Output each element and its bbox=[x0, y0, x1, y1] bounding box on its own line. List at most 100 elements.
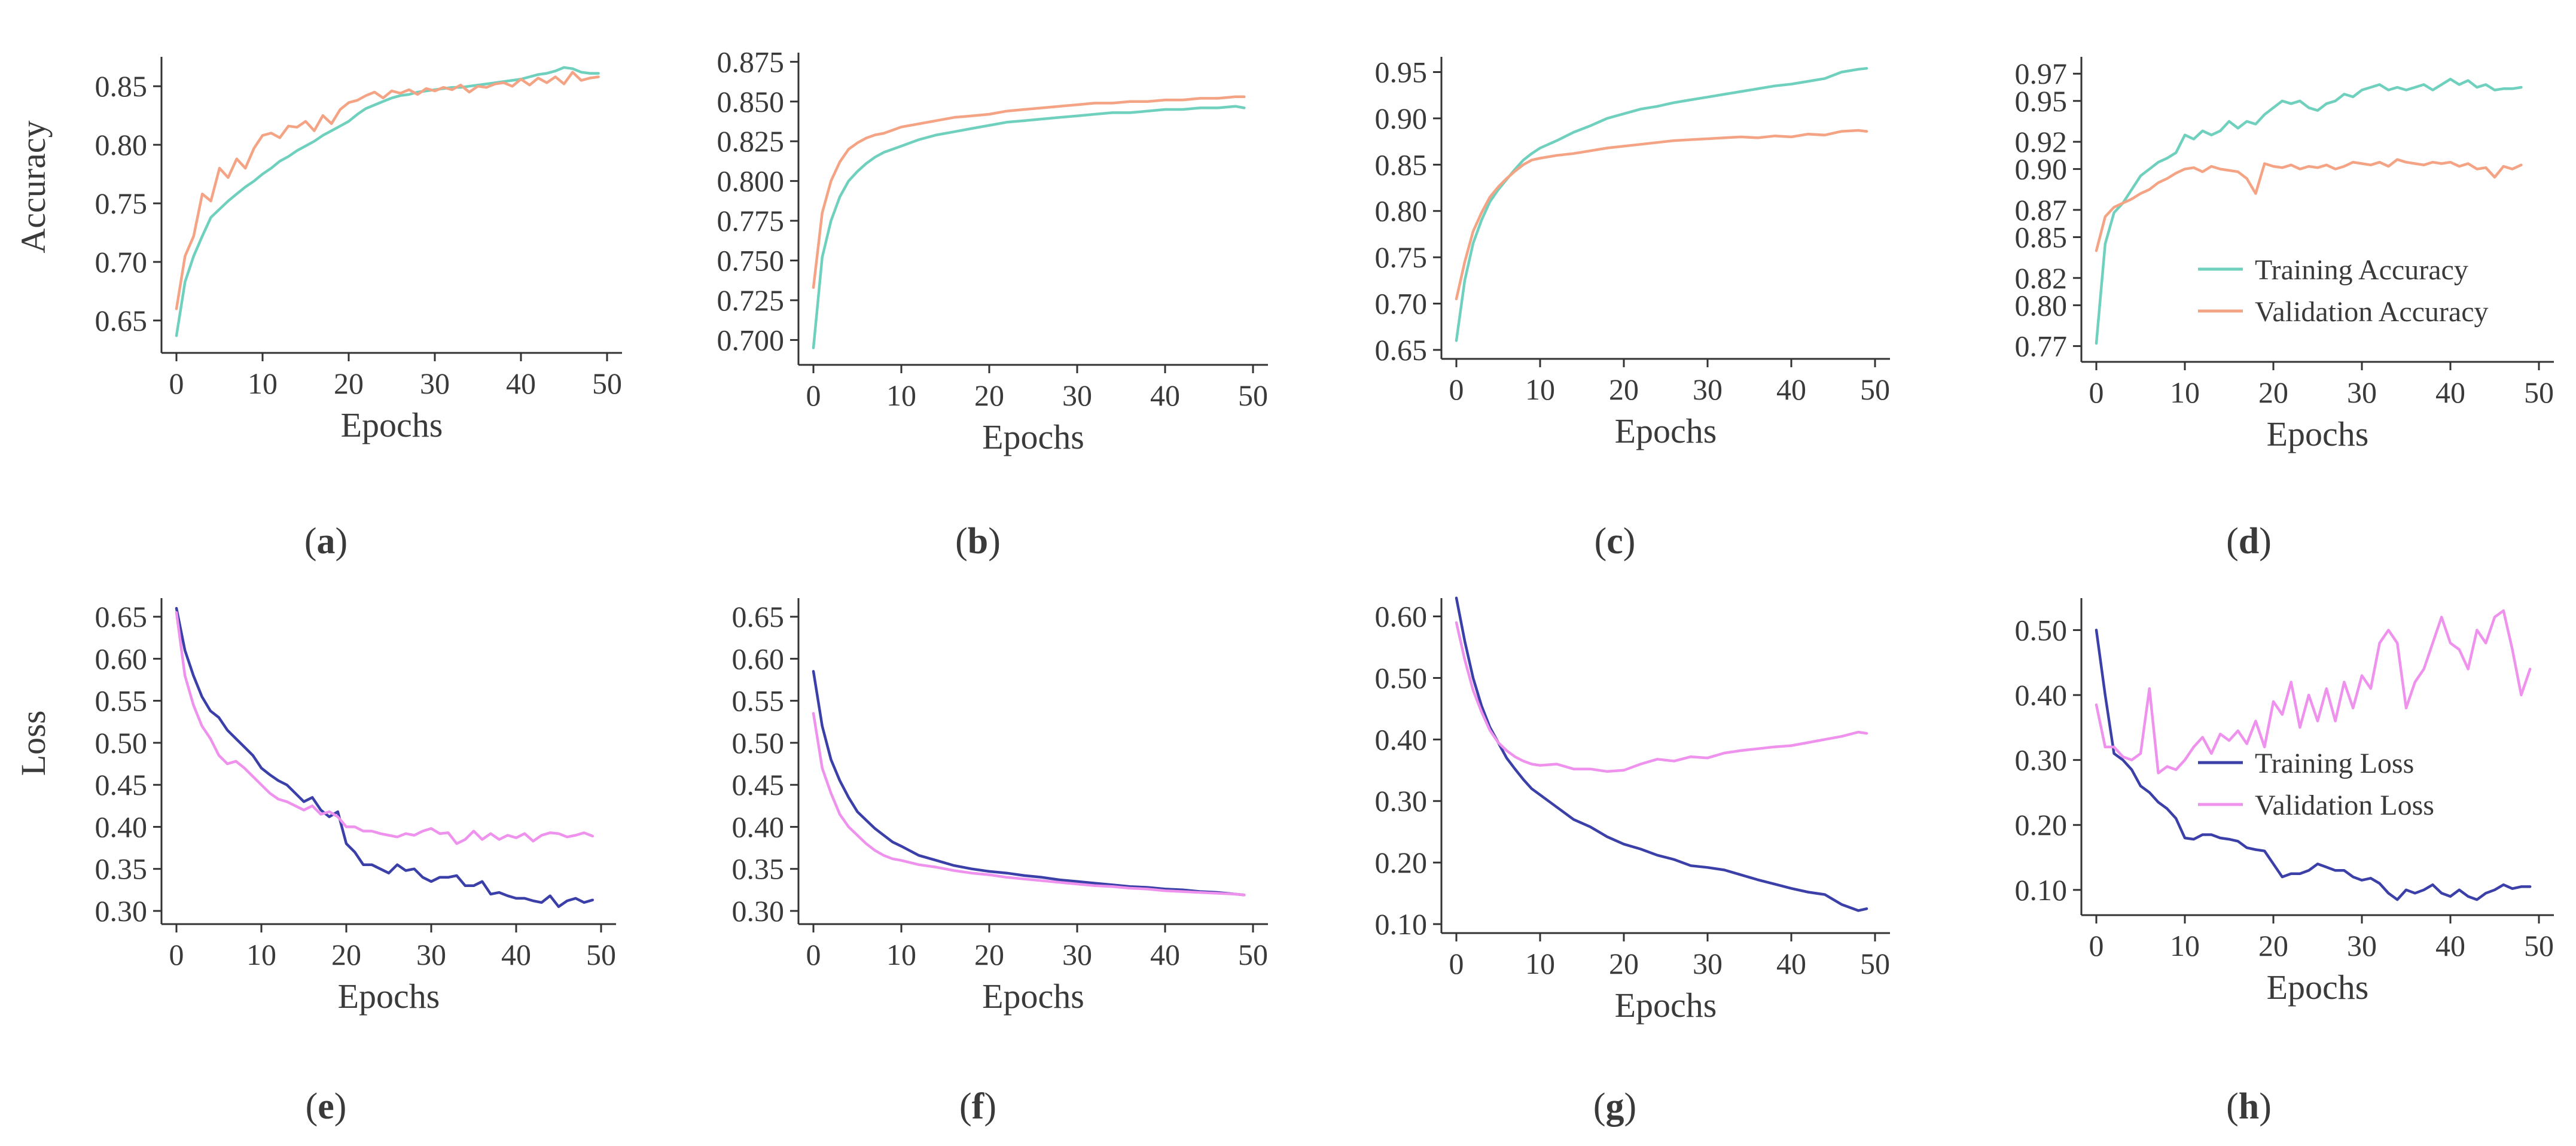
y-tick-label: 0.55 bbox=[732, 684, 785, 718]
series-line-validation-accuracy bbox=[812, 95, 1246, 289]
x-tick-label: 30 bbox=[420, 367, 450, 400]
panel-caption: (e) bbox=[306, 1086, 347, 1127]
x-tick-label: 30 bbox=[2347, 929, 2377, 962]
x-tick-label: 40 bbox=[1776, 947, 1806, 980]
y-tick-label: 0.92 bbox=[2015, 125, 2068, 159]
y-tick-label: 0.775 bbox=[717, 204, 785, 237]
y-tick-label: 0.82 bbox=[2015, 261, 2068, 295]
y-tick-label: 0.90 bbox=[1375, 102, 1428, 135]
y-tick-label: 0.80 bbox=[95, 128, 148, 161]
x-tick-label: 50 bbox=[592, 367, 622, 400]
y-tick-label: 0.85 bbox=[2015, 220, 2068, 254]
x-axis-label: Epochs bbox=[1615, 412, 1717, 450]
x-axis-label: Epochs bbox=[2267, 968, 2369, 1007]
panel-caption: (f) bbox=[959, 1086, 996, 1127]
y-tick-label: 0.50 bbox=[1375, 661, 1428, 694]
y-tick-label: 0.70 bbox=[95, 245, 148, 279]
x-tick-label: 40 bbox=[1776, 373, 1806, 406]
chart-panels: 0.650.700.750.800.850 10 20 30 40 50EpochsAcc… bbox=[14, 45, 2554, 1127]
panel-caption: (g) bbox=[1593, 1086, 1636, 1127]
legend-label: Validation Accuracy bbox=[2255, 296, 2489, 328]
x-tick-label: 20 bbox=[1609, 947, 1639, 980]
panel-caption-letter: f bbox=[972, 1086, 985, 1127]
y-tick-label: 0.80 bbox=[1375, 194, 1428, 228]
series-line-validation-loss bbox=[175, 611, 595, 845]
x-tick-label: 20 bbox=[334, 367, 364, 400]
x-tick-label: 10 bbox=[1525, 947, 1555, 980]
y-tick-label: 0.60 bbox=[1375, 600, 1428, 633]
x-tick-label: 50 bbox=[2524, 929, 2554, 962]
y-tick-label: 0.20 bbox=[1375, 846, 1428, 879]
series-line-validation-loss bbox=[812, 712, 1246, 897]
y-tick-label: 0.60 bbox=[732, 642, 785, 675]
series-line-validation-loss bbox=[1455, 621, 1868, 773]
y-tick-label: 0.75 bbox=[95, 187, 148, 220]
y-tick-label: 0.20 bbox=[2015, 808, 2068, 842]
y-tick-label: 0.65 bbox=[95, 600, 148, 633]
x-tick-label: 20 bbox=[974, 379, 1004, 412]
panel-caption-letter: e bbox=[318, 1086, 334, 1127]
x-tick-label: 10 bbox=[886, 938, 916, 971]
series-line-validation-accuracy bbox=[175, 71, 600, 310]
x-tick-label: 0 bbox=[1449, 373, 1464, 406]
x-tick-label: 20 bbox=[974, 938, 1004, 971]
x-tick-label: 0 bbox=[169, 938, 184, 971]
chart-panel-f: 0.30 0.35 0.40 0.45 0.50 0.55 0.60 0.65 0 10 20 30 4… bbox=[732, 598, 1268, 1127]
y-tick-label: 0.750 bbox=[717, 244, 785, 278]
x-tick-label: 30 bbox=[2347, 376, 2377, 409]
y-tick-label: 0.60 bbox=[95, 642, 148, 675]
legend-label: Training Loss bbox=[2255, 748, 2414, 779]
y-tick-label: 0.875 bbox=[717, 45, 785, 78]
series-line-training-loss bbox=[2095, 629, 2532, 901]
y-tick-label: 0.10 bbox=[2015, 873, 2068, 907]
legend-label: Validation Loss bbox=[2255, 790, 2434, 821]
y-tick-label: 0.85 bbox=[95, 69, 148, 103]
x-tick-label: 40 bbox=[1150, 938, 1180, 971]
x-tick-label: 10 bbox=[2170, 376, 2200, 409]
chart-panel-c: 0.65 0.70 0.75 0.80 0.85 0.90 0.95 0 10 20 30 40 50 E… bbox=[1375, 55, 1890, 562]
x-tick-label: 30 bbox=[1062, 938, 1092, 971]
y-tick-label: 0.30 bbox=[2015, 743, 2068, 777]
x-tick-label: 0 bbox=[806, 938, 821, 971]
x-axis-label: Epochs bbox=[2267, 414, 2369, 453]
x-tick-label: 0 bbox=[2089, 376, 2104, 409]
x-tick-label: 40 bbox=[1150, 379, 1180, 412]
y-tick-label: 0.40 bbox=[1375, 723, 1428, 756]
y-tick-label: 0.725 bbox=[717, 284, 785, 317]
x-tick-label: 50 bbox=[586, 938, 616, 971]
chart-panel-g: 0.10 0.20 0.30 0.40 0.50 0.60 0 10 20 30 40 50 Epoch… bbox=[1375, 596, 1890, 1127]
x-tick-label: 40 bbox=[506, 367, 536, 400]
y-tick-label: 0.700 bbox=[717, 323, 785, 356]
y-tick-label: 0.800 bbox=[717, 164, 785, 198]
x-tick-label: 50 bbox=[2524, 376, 2554, 409]
panel-caption-letter: a bbox=[317, 521, 336, 562]
panel-caption: (c) bbox=[1595, 521, 1636, 562]
panel-caption-letter: d bbox=[2239, 521, 2259, 562]
series-line-training-loss bbox=[812, 670, 1246, 897]
y-tick-label: 0.850 bbox=[717, 85, 785, 118]
x-tick-label: 10 bbox=[1525, 373, 1555, 406]
x-tick-label: 10 bbox=[246, 938, 276, 971]
panel-caption: (d) bbox=[2226, 521, 2272, 562]
x-tick-label: 20 bbox=[1609, 373, 1639, 406]
y-tick-label: 0.35 bbox=[95, 852, 148, 886]
chart-panel-e: 0.30 0.35 0.40 0.45 0.50 0.55 0.60 0.65 0 10 20 30 4… bbox=[14, 598, 616, 1127]
x-tick-label: 10 bbox=[2170, 929, 2200, 962]
x-tick-label: 0 bbox=[806, 379, 821, 412]
y-tick-label: 0.45 bbox=[95, 768, 148, 801]
x-tick-label: 40 bbox=[501, 938, 531, 971]
x-tick-label: 20 bbox=[331, 938, 361, 971]
y-tick-label: 0.95 bbox=[1375, 55, 1428, 89]
panel-caption-letter: g bbox=[1606, 1086, 1624, 1127]
x-tick-label: 0 bbox=[1449, 947, 1464, 980]
y-tick-label: 0.77 bbox=[2015, 330, 2068, 363]
x-tick-label: 40 bbox=[2435, 376, 2465, 409]
x-tick-label: 30 bbox=[416, 938, 446, 971]
y-tick-label: 0.55 bbox=[95, 684, 148, 718]
series-line-training-accuracy bbox=[2095, 78, 2523, 345]
y-tick-label: 0.40 bbox=[2015, 678, 2068, 712]
y-tick-label: 0.30 bbox=[1375, 784, 1428, 818]
y-tick-label: 0.50 bbox=[732, 726, 785, 760]
y-tick-label: 0.40 bbox=[732, 810, 785, 843]
